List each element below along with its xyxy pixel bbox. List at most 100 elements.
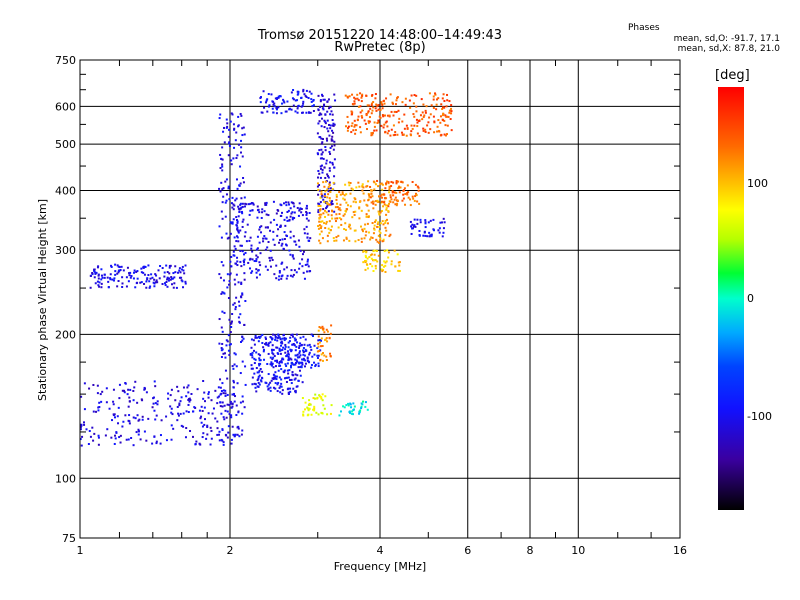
scatter-point — [384, 264, 387, 267]
scatter-point — [318, 213, 321, 216]
scatter-point — [324, 113, 327, 116]
scatter-point — [258, 241, 261, 244]
scatter-point — [235, 131, 238, 134]
scatter-point — [384, 226, 387, 229]
scatter-point — [290, 91, 293, 94]
scatter-point — [106, 276, 109, 279]
scatter-point — [158, 277, 161, 280]
scatter-point — [264, 226, 267, 229]
scatter-point — [302, 357, 305, 360]
scatter-point — [259, 359, 262, 362]
scatter-point — [231, 425, 234, 428]
scatter-point — [414, 183, 417, 186]
scatter-point — [367, 199, 370, 202]
scatter-point — [388, 185, 391, 188]
scatter-point — [218, 433, 221, 436]
scatter-point — [323, 200, 326, 203]
scatter-point — [317, 210, 320, 213]
scatter-point — [268, 256, 271, 259]
scatter-point — [409, 198, 412, 201]
scatter-point — [348, 184, 351, 187]
scatter-point — [279, 338, 282, 341]
scatter-point — [187, 403, 190, 406]
scatter-point — [121, 282, 124, 285]
scatter-point — [288, 378, 291, 381]
scatter-point — [277, 334, 280, 337]
scatter-point — [292, 342, 295, 345]
scatter-point — [254, 358, 257, 361]
scatter-point — [344, 222, 347, 225]
scatter-point — [319, 204, 322, 207]
scatter-point — [256, 256, 259, 259]
scatter-point — [377, 254, 380, 257]
scatter-point — [367, 209, 370, 212]
scatter-point — [424, 219, 427, 222]
scatter-point — [332, 148, 335, 151]
scatter-point — [272, 366, 275, 369]
scatter-point — [251, 250, 254, 253]
scatter-point — [258, 383, 261, 386]
scatter-point — [258, 211, 261, 214]
scatter-point — [116, 272, 119, 275]
scatter-point — [358, 200, 361, 203]
scatter-point — [387, 251, 390, 254]
scatter-point — [393, 110, 396, 113]
scatter-point — [273, 243, 276, 246]
scatter-point — [225, 339, 228, 342]
scatter-point — [285, 277, 288, 280]
scatter-point — [184, 282, 187, 285]
scatter-point — [250, 247, 253, 250]
scatter-point — [280, 214, 283, 217]
scatter-point — [198, 409, 201, 412]
scatter-point — [294, 339, 297, 342]
scatter-point — [371, 109, 374, 112]
scatter-point — [91, 426, 94, 429]
scatter-point — [356, 119, 359, 122]
scatter-point — [240, 114, 243, 117]
scatter-point — [127, 438, 130, 441]
scatter-point — [222, 187, 225, 190]
scatter-point — [239, 182, 242, 185]
scatter-point — [234, 395, 237, 398]
scatter-point — [241, 225, 244, 228]
scatter-point — [390, 180, 393, 183]
scatter-point — [330, 145, 333, 148]
scatter-point — [169, 264, 172, 267]
scatter-point — [187, 391, 190, 394]
scatter-point — [436, 125, 439, 128]
scatter-point — [321, 194, 324, 197]
scatter-point — [265, 201, 268, 204]
scatter-point — [231, 402, 234, 405]
scatter-point — [257, 375, 260, 378]
scatter-point — [240, 340, 243, 343]
scatter-point — [360, 209, 363, 212]
scatter-point — [416, 200, 419, 203]
phase-colorbar — [718, 87, 744, 510]
scatter-point — [363, 119, 366, 122]
scatter-point — [266, 362, 269, 365]
scatter-point — [97, 277, 100, 280]
scatter-point — [167, 392, 170, 395]
scatter-point — [97, 284, 100, 287]
scatter-point — [136, 401, 139, 404]
scatter-point — [140, 398, 143, 401]
scatter-point — [147, 417, 150, 420]
scatter-point — [231, 206, 234, 209]
scatter-point — [122, 269, 125, 272]
scatter-point — [257, 340, 260, 343]
scatter-point — [89, 274, 92, 277]
scatter-point — [224, 201, 227, 204]
scatter-point — [159, 442, 162, 445]
scatter-point — [321, 151, 324, 154]
scatter-point — [310, 348, 313, 351]
scatter-point — [281, 348, 284, 351]
scatter-point — [148, 280, 151, 283]
scatter-point — [153, 278, 156, 281]
scatter-point — [269, 381, 272, 384]
scatter-point — [244, 383, 247, 386]
y-tick-label: 200 — [55, 328, 76, 341]
scatter-point — [233, 204, 236, 207]
scatter-point — [410, 130, 413, 133]
scatter-point — [275, 375, 278, 378]
scatter-point — [350, 406, 353, 409]
